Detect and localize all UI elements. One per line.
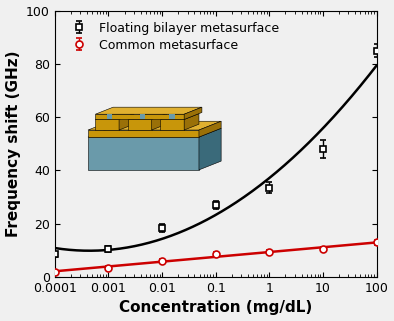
X-axis label: Concentration (mg/dL): Concentration (mg/dL) <box>119 300 312 316</box>
Legend: Floating bilayer metasurface, Common metasurface: Floating bilayer metasurface, Common met… <box>67 20 281 54</box>
Y-axis label: Frequency shift (GHz): Frequency shift (GHz) <box>6 50 20 237</box>
